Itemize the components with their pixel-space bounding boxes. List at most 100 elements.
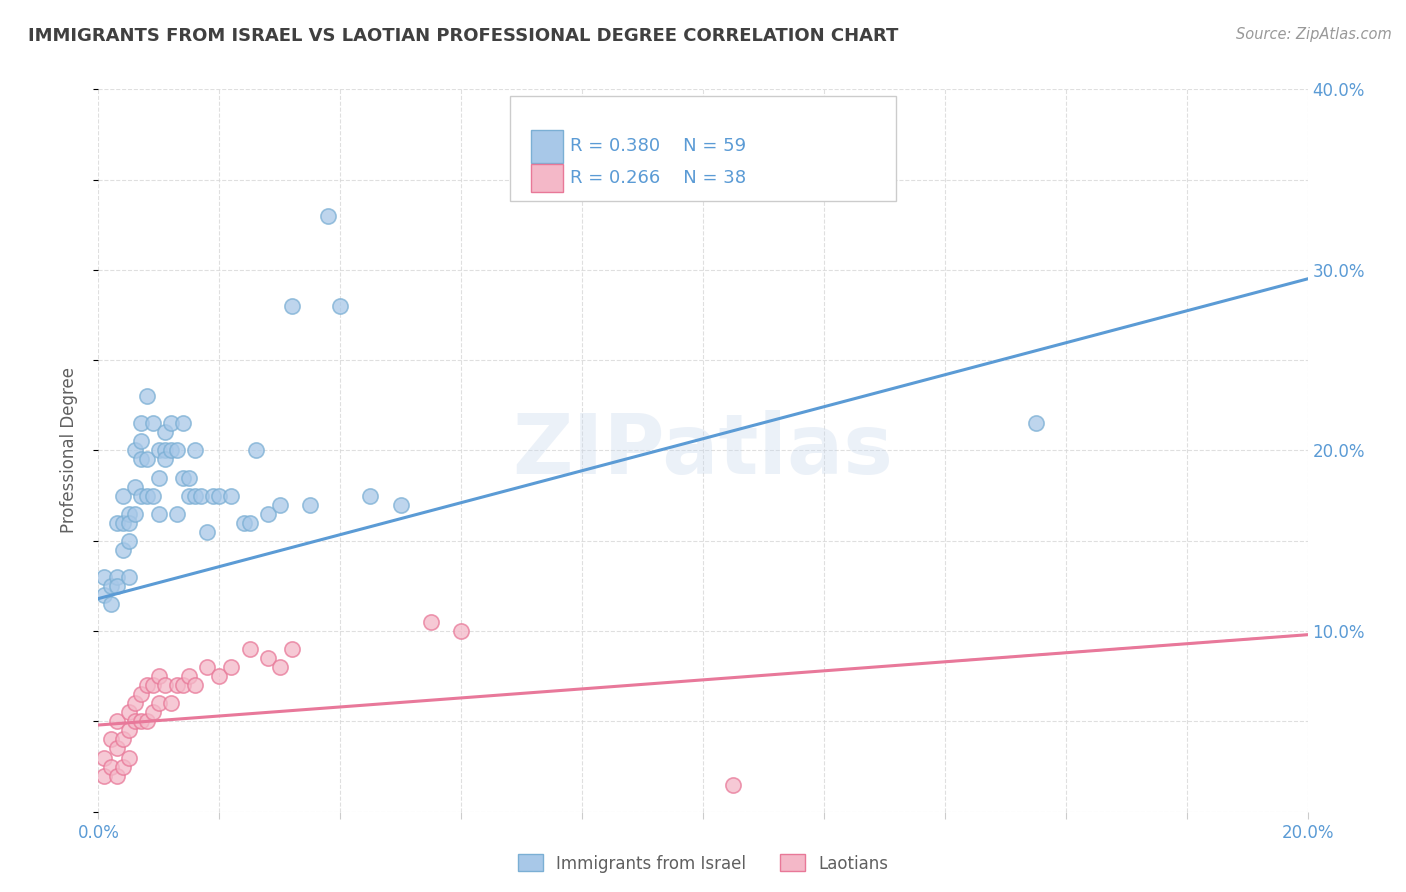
Point bbox=[124, 507, 146, 521]
Point bbox=[148, 470, 170, 484]
Point bbox=[166, 443, 188, 458]
Point bbox=[184, 489, 207, 503]
Point bbox=[100, 759, 122, 773]
Point bbox=[153, 452, 176, 467]
Point bbox=[179, 489, 201, 503]
Point bbox=[129, 434, 152, 449]
Point bbox=[111, 759, 134, 773]
Point bbox=[389, 498, 412, 512]
Point bbox=[129, 687, 152, 701]
Point bbox=[160, 443, 183, 458]
Point bbox=[105, 714, 128, 729]
Point bbox=[105, 570, 128, 584]
Point bbox=[148, 669, 170, 683]
Point bbox=[129, 452, 152, 467]
Point bbox=[135, 714, 157, 729]
Point bbox=[221, 489, 243, 503]
Point bbox=[184, 678, 207, 692]
Point bbox=[118, 750, 141, 764]
Point bbox=[329, 299, 352, 313]
Point bbox=[124, 443, 146, 458]
Point bbox=[208, 669, 231, 683]
Point bbox=[142, 706, 165, 720]
Text: R = 0.266    N = 38: R = 0.266 N = 38 bbox=[569, 169, 747, 187]
Point bbox=[142, 489, 165, 503]
Legend: Immigrants from Israel, Laotians: Immigrants from Israel, Laotians bbox=[512, 847, 894, 880]
Point bbox=[111, 489, 134, 503]
Point bbox=[281, 642, 304, 657]
Point bbox=[124, 714, 146, 729]
Point bbox=[124, 697, 146, 711]
Point bbox=[239, 642, 262, 657]
Point bbox=[316, 209, 339, 223]
Point bbox=[179, 669, 201, 683]
Text: IMMIGRANTS FROM ISRAEL VS LAOTIAN PROFESSIONAL DEGREE CORRELATION CHART: IMMIGRANTS FROM ISRAEL VS LAOTIAN PROFES… bbox=[28, 27, 898, 45]
Point bbox=[256, 651, 278, 665]
Point bbox=[153, 443, 176, 458]
Point bbox=[111, 542, 134, 557]
Point bbox=[135, 678, 157, 692]
Point bbox=[93, 750, 115, 764]
Point bbox=[172, 678, 194, 692]
Point bbox=[190, 489, 212, 503]
Point bbox=[100, 732, 122, 747]
Point bbox=[135, 489, 157, 503]
Point bbox=[118, 706, 141, 720]
Point bbox=[160, 697, 183, 711]
Point bbox=[118, 570, 141, 584]
Point bbox=[93, 769, 115, 783]
Point bbox=[184, 443, 207, 458]
Point bbox=[360, 489, 382, 503]
Point bbox=[148, 697, 170, 711]
Point bbox=[148, 507, 170, 521]
Point bbox=[299, 498, 322, 512]
Point bbox=[105, 516, 128, 530]
Point bbox=[142, 417, 165, 431]
Point bbox=[195, 524, 218, 539]
Point bbox=[153, 425, 176, 440]
Point bbox=[202, 489, 225, 503]
Point bbox=[135, 389, 157, 403]
Point bbox=[129, 417, 152, 431]
Point bbox=[118, 533, 141, 548]
Point bbox=[221, 660, 243, 674]
Text: Source: ZipAtlas.com: Source: ZipAtlas.com bbox=[1236, 27, 1392, 42]
Point bbox=[450, 624, 472, 639]
Point bbox=[166, 678, 188, 692]
Point bbox=[420, 615, 443, 629]
Point bbox=[269, 498, 291, 512]
FancyBboxPatch shape bbox=[509, 96, 897, 202]
Point bbox=[723, 778, 745, 792]
Point bbox=[179, 470, 201, 484]
Point bbox=[256, 507, 278, 521]
Point bbox=[172, 417, 194, 431]
Point bbox=[195, 660, 218, 674]
Point bbox=[111, 732, 134, 747]
Point bbox=[105, 579, 128, 593]
Point bbox=[281, 299, 304, 313]
Point bbox=[232, 516, 254, 530]
Point bbox=[269, 660, 291, 674]
Point bbox=[160, 417, 183, 431]
Point bbox=[239, 516, 262, 530]
FancyBboxPatch shape bbox=[531, 163, 562, 192]
Y-axis label: Professional Degree: Professional Degree bbox=[59, 368, 77, 533]
Point bbox=[111, 516, 134, 530]
Point bbox=[172, 470, 194, 484]
Point bbox=[93, 570, 115, 584]
FancyBboxPatch shape bbox=[531, 129, 562, 163]
Point bbox=[100, 579, 122, 593]
Text: ZIPatlas: ZIPatlas bbox=[513, 410, 893, 491]
Point bbox=[124, 480, 146, 494]
Point bbox=[129, 714, 152, 729]
Point bbox=[93, 588, 115, 602]
Text: R = 0.380    N = 59: R = 0.380 N = 59 bbox=[569, 137, 747, 155]
Point bbox=[105, 741, 128, 756]
Point bbox=[1024, 417, 1046, 431]
Point bbox=[148, 443, 170, 458]
Point bbox=[118, 507, 141, 521]
Point bbox=[100, 597, 122, 611]
Point bbox=[118, 723, 141, 738]
Point bbox=[166, 507, 188, 521]
Point bbox=[129, 489, 152, 503]
